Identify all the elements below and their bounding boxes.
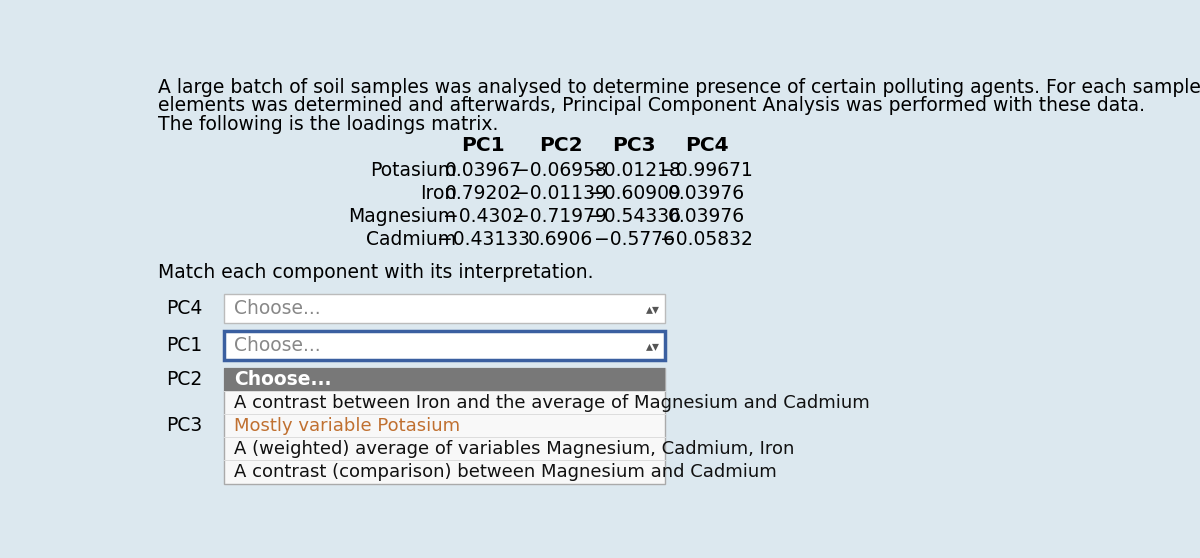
FancyBboxPatch shape <box>223 294 665 324</box>
Text: −0.54336: −0.54336 <box>588 207 680 226</box>
Text: PC3: PC3 <box>612 136 656 155</box>
Text: −0.5776: −0.5776 <box>594 230 674 249</box>
Text: −0.06958: −0.06958 <box>515 161 607 180</box>
Text: PC1: PC1 <box>462 136 505 155</box>
Text: A contrast (comparison) between Magnesium and Cadmium: A contrast (comparison) between Magnesiu… <box>234 463 778 481</box>
Text: 0.03976: 0.03976 <box>668 207 745 226</box>
Text: −0.05832: −0.05832 <box>660 230 752 249</box>
Text: PC4: PC4 <box>685 136 728 155</box>
Text: −0.71979: −0.71979 <box>515 207 607 226</box>
Text: A (weighted) average of variables Magnesium, Cadmium, Iron: A (weighted) average of variables Magnes… <box>234 440 794 458</box>
Text: −0.01139: −0.01139 <box>515 184 607 203</box>
Text: 0.79202: 0.79202 <box>445 184 522 203</box>
Text: −0.01218: −0.01218 <box>588 161 680 180</box>
Text: Match each component with its interpretation.: Match each component with its interpreta… <box>157 263 593 282</box>
Text: elements was determined and afterwards, Principal Component Analysis was perform: elements was determined and afterwards, … <box>157 96 1145 115</box>
FancyBboxPatch shape <box>223 368 665 484</box>
Text: A large batch of soil samples was analysed to determine presence of certain poll: A large batch of soil samples was analys… <box>157 78 1200 97</box>
Text: Potasium: Potasium <box>370 161 456 180</box>
Text: 0.6906: 0.6906 <box>528 230 593 249</box>
Text: Choose...: Choose... <box>234 336 322 355</box>
Text: Choose...: Choose... <box>234 370 332 389</box>
Text: The following is the loadings matrix.: The following is the loadings matrix. <box>157 115 498 134</box>
Text: PC2: PC2 <box>167 370 203 389</box>
Text: 0.03967: 0.03967 <box>445 161 522 180</box>
Text: PC4: PC4 <box>167 299 203 318</box>
FancyBboxPatch shape <box>223 368 665 391</box>
Text: PC2: PC2 <box>539 136 582 155</box>
Text: PC1: PC1 <box>167 336 203 355</box>
Text: Magnesium: Magnesium <box>348 207 456 226</box>
Text: −0.43133: −0.43133 <box>437 230 529 249</box>
Text: Iron: Iron <box>420 184 456 203</box>
FancyBboxPatch shape <box>223 331 665 360</box>
Text: A contrast between Iron and the average of Magnesium and Cadmium: A contrast between Iron and the average … <box>234 394 870 412</box>
Text: −0.4302: −0.4302 <box>443 207 524 226</box>
Text: ▴▾: ▴▾ <box>646 339 660 353</box>
Text: Choose...: Choose... <box>234 299 322 318</box>
Text: Cadmium: Cadmium <box>366 230 456 249</box>
Text: Mostly variable Potasium: Mostly variable Potasium <box>234 417 461 435</box>
Text: PC3: PC3 <box>167 416 203 435</box>
Text: 0.03976: 0.03976 <box>668 184 745 203</box>
Text: −0.60909: −0.60909 <box>588 184 680 203</box>
Text: ▴▾: ▴▾ <box>646 302 660 316</box>
Text: −0.99671: −0.99671 <box>660 161 752 180</box>
